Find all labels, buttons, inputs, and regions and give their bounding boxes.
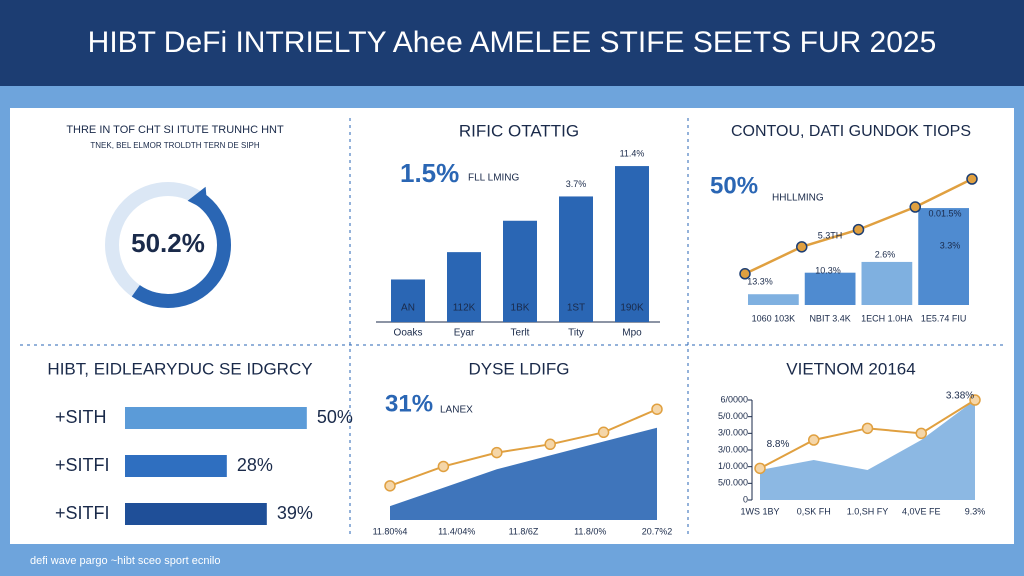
- value-label: 28%: [237, 455, 273, 475]
- bar-label: 1ST: [567, 303, 585, 314]
- annotation: 1.5%: [400, 158, 459, 188]
- value-label: 50%: [317, 407, 353, 427]
- bar: [125, 503, 267, 525]
- x-tick-label: 1ECH 1.0HA: [861, 313, 913, 323]
- x-tick-label: 9.3%: [965, 506, 986, 516]
- x-tick-label: Mpo: [622, 328, 642, 339]
- note: 8.8%: [767, 439, 790, 450]
- x-tick-label: Tity: [568, 328, 584, 339]
- bar-note: 11.4%: [620, 148, 645, 158]
- x-tick-label: 1WS 1BY: [740, 506, 779, 516]
- y-tick-label: 3/0.000: [718, 444, 748, 454]
- point: [651, 403, 663, 415]
- point: [966, 173, 978, 185]
- panel-subtitle: TNEK, BEL ELMOR TROLDTH TERN DE SIPH: [90, 141, 259, 150]
- bar: [559, 196, 593, 322]
- gauge-arc: [131, 193, 231, 308]
- x-tick-label: 11.8/6Z: [509, 526, 539, 536]
- value-label: 39%: [277, 503, 313, 523]
- panel-title: CONTOU, DATI GUNDOK TIOPS: [731, 123, 971, 140]
- x-tick-label: Eyar: [454, 328, 475, 339]
- x-tick-label: 11.8/0%: [574, 526, 606, 536]
- point: [861, 422, 874, 435]
- point: [808, 434, 820, 446]
- note: 5.3TH: [818, 230, 843, 240]
- annotation-note: LANEX: [440, 405, 473, 416]
- annotation-note: FLL LMING: [468, 173, 520, 184]
- panel-title: THRE IN TOF CHT SI ITUTE TRUNHC HNT: [66, 124, 284, 136]
- x-tick-label: 4,0VE FE: [902, 506, 941, 516]
- note: 3.3%: [940, 240, 961, 250]
- annotation: 50%: [710, 172, 758, 199]
- point: [597, 426, 610, 439]
- gauge-arrow: [187, 186, 208, 211]
- x-tick-label: 11.80%4: [373, 526, 408, 536]
- point: [909, 201, 921, 213]
- page-title: HIBT DeFi INTRIELTY Ahee AMELEE STIFE SE…: [88, 26, 937, 59]
- x-tick-label: 0,SK FH: [797, 506, 831, 516]
- panel-title: DYSE LDIFG: [468, 359, 569, 378]
- bar-note: 3.7%: [566, 179, 587, 189]
- x-tick-label: 1060 103K: [752, 313, 796, 323]
- panel-title: RIFIC OTATTIG: [459, 121, 579, 140]
- bar: [503, 220, 537, 322]
- bar-label: 112K: [453, 303, 476, 314]
- y-tick-label: +SITH: [55, 407, 107, 427]
- note: 2.6%: [875, 249, 896, 259]
- note: 10.3%: [815, 265, 841, 275]
- point: [437, 460, 450, 473]
- y-tick-label: 1/0.000: [718, 461, 748, 471]
- annotation: 31%: [385, 390, 433, 417]
- bar: [447, 252, 481, 322]
- y-tick-label: +SITFI: [55, 503, 110, 523]
- y-tick-label: 5/0.000: [718, 478, 748, 488]
- point: [739, 268, 751, 280]
- note: 3.38%: [946, 391, 974, 402]
- x-tick-label: NBIT 3.4K: [809, 313, 850, 323]
- header: [0, 0, 1024, 86]
- point: [969, 394, 981, 406]
- note: 0.01.5%: [928, 208, 961, 218]
- area: [760, 400, 975, 500]
- x-tick-label: 20.7%2: [642, 526, 673, 536]
- footer: defi wave pargo ~hibt sceo sport ecnilo: [30, 555, 220, 567]
- bar: [804, 272, 856, 305]
- panel-title: HIBT, EIDLEARYDUC SE IDGRCY: [47, 359, 312, 378]
- y-tick-label: 3/0.000: [718, 428, 748, 438]
- point: [544, 438, 556, 451]
- y-tick-label: +SITFI: [55, 455, 110, 475]
- bar-label: 190K: [620, 303, 644, 314]
- bar: [918, 208, 969, 305]
- bar-label: 1BK: [511, 303, 530, 314]
- annotation-note: HHLLMING: [772, 193, 824, 204]
- x-tick-label: 1E5.74 FIU: [921, 313, 967, 323]
- x-tick-label: 11.4/04%: [438, 526, 475, 536]
- bar: [125, 455, 227, 477]
- x-tick-label: Ooaks: [394, 328, 423, 339]
- point: [754, 462, 766, 475]
- area: [390, 427, 657, 520]
- x-tick-label: 1.0,SH FY: [847, 506, 889, 516]
- point: [796, 241, 808, 253]
- point: [384, 480, 396, 492]
- bar: [125, 407, 307, 429]
- panel-title: VIETNOM 20164: [786, 359, 915, 378]
- point: [852, 223, 865, 236]
- point: [915, 427, 927, 440]
- y-tick-label: 6/0000: [720, 394, 748, 404]
- x-tick-label: Terlt: [511, 328, 530, 339]
- bar-label: AN: [401, 303, 415, 314]
- note: 13.3%: [747, 276, 773, 286]
- y-tick-label: 5/0.000: [718, 411, 748, 421]
- bar: [391, 279, 425, 322]
- y-tick-label: 0: [743, 494, 748, 504]
- bar: [861, 261, 913, 305]
- point: [491, 446, 503, 459]
- bar: [615, 166, 649, 322]
- bar: [748, 294, 799, 305]
- line: [389, 408, 658, 487]
- gauge-label: 50.2%: [131, 228, 205, 258]
